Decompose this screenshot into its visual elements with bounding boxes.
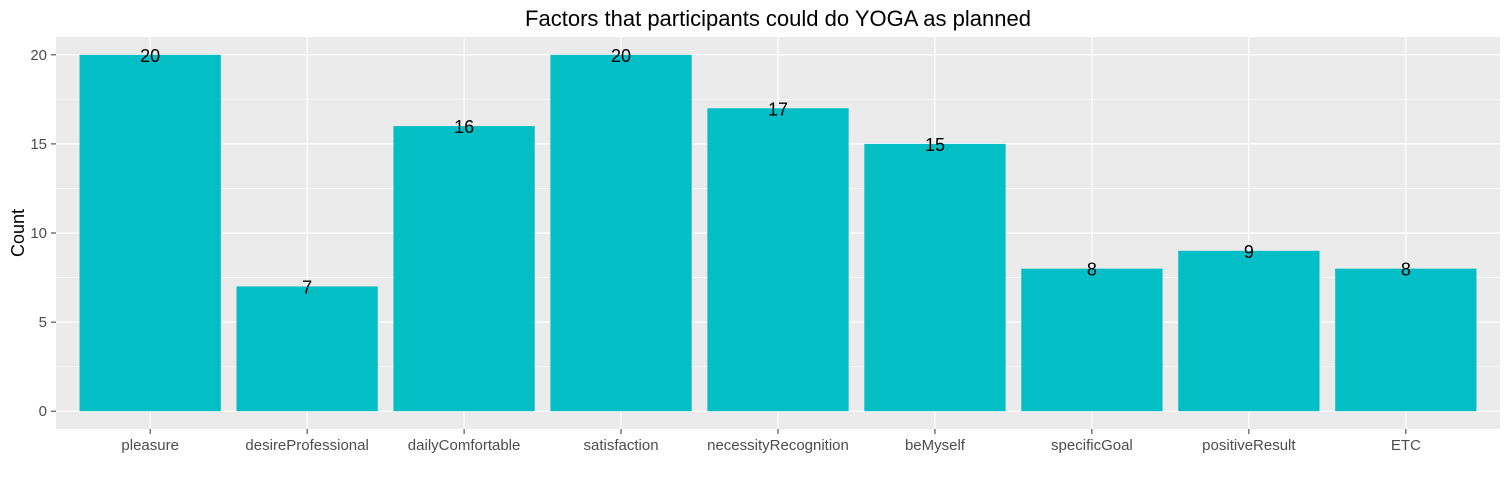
- bar-specificGoal: [1021, 268, 1163, 412]
- x-tick-label: positiveResult: [1202, 437, 1296, 454]
- x-tick-label: desireProfessional: [245, 437, 368, 454]
- bar-beMyself: [864, 143, 1006, 412]
- x-tick-label: dailyComfortable: [408, 437, 521, 454]
- bar-ETC: [1335, 268, 1477, 412]
- bar-necessityRecognition: [707, 108, 849, 412]
- x-tick-label: satisfaction: [584, 437, 659, 454]
- x-tick-label: beMyself: [905, 437, 966, 454]
- bar-dailyComfortable: [393, 126, 535, 412]
- x-tick-label: necessityRecognition: [707, 437, 849, 454]
- y-tick-label: 10: [30, 225, 47, 242]
- plot-area: 20 7 16 20 17 15 8 9 8 0 5 10 15 20 pleasure desireProf…: [30, 37, 1500, 454]
- data-label: 20: [140, 46, 160, 66]
- bar-satisfaction: [550, 54, 692, 412]
- data-label: 17: [768, 99, 788, 119]
- y-tick-label: 20: [30, 47, 47, 64]
- data-label: 20: [611, 46, 631, 66]
- y-tick-label: 0: [39, 403, 47, 420]
- x-tick-label: ETC: [1391, 437, 1421, 454]
- data-label: 8: [1401, 260, 1411, 280]
- y-axis-title: Count: [8, 209, 28, 257]
- x-tick-label: pleasure: [121, 437, 179, 454]
- bar-pleasure: [79, 54, 221, 412]
- bar-desireProfessional: [236, 286, 378, 412]
- data-label: 7: [302, 277, 312, 297]
- data-label: 15: [925, 135, 945, 155]
- y-tick-label: 15: [30, 136, 47, 153]
- data-label: 16: [454, 117, 474, 137]
- chart-title: Factors that participants could do YOGA …: [525, 6, 1031, 31]
- x-tick-label: specificGoal: [1051, 437, 1133, 454]
- y-tick-label: 5: [39, 314, 47, 331]
- bar-positiveResult: [1178, 250, 1320, 412]
- data-label: 9: [1244, 242, 1254, 262]
- data-label: 8: [1087, 260, 1097, 280]
